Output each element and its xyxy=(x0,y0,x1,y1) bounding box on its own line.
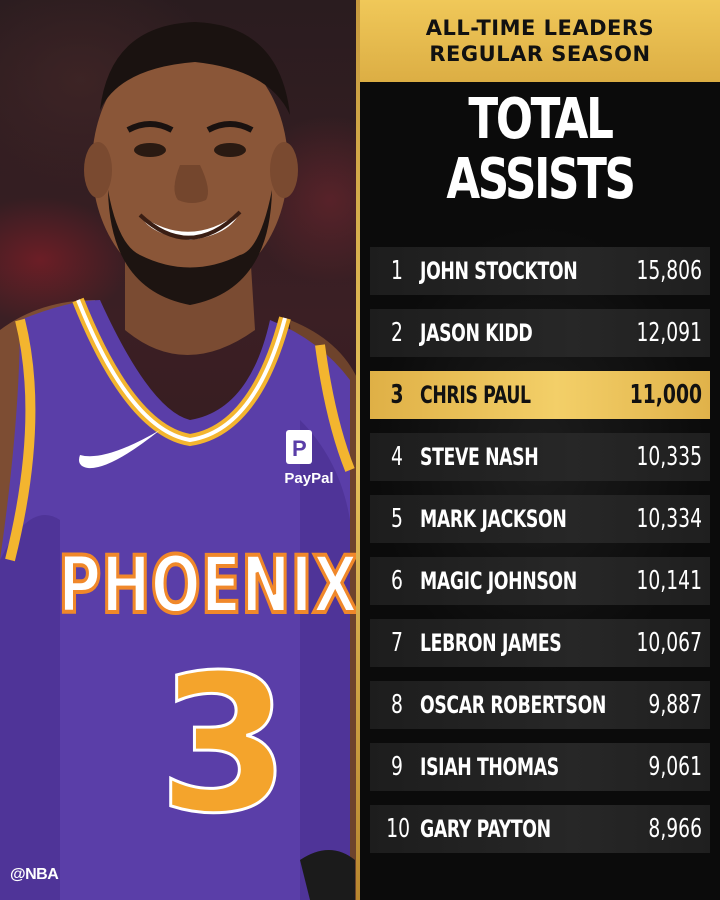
nba-watermark: @NBA xyxy=(10,866,59,883)
leader-rank: 7 xyxy=(391,628,403,658)
leader-row: 4 STEVE NASH 10,335 xyxy=(370,433,710,481)
leader-rank: 9 xyxy=(391,752,403,782)
header-line-2: REGULAR SEASON xyxy=(429,42,651,66)
leader-name: GARY PAYTON xyxy=(420,815,551,843)
leader-rank: 4 xyxy=(391,442,403,472)
leader-value: 9,887 xyxy=(648,690,702,720)
player-photo: P PHOENIX 3 PayPal @NBA xyxy=(0,0,358,900)
leader-value: 10,334 xyxy=(636,504,702,534)
leader-rank: 5 xyxy=(391,504,403,534)
leader-rank: 6 xyxy=(391,566,403,596)
leader-row: 2 JASON KIDD 12,091 xyxy=(370,309,710,357)
leader-row: 10 GARY PAYTON 8,966 xyxy=(370,805,710,853)
leader-rank: 1 xyxy=(391,256,403,286)
header-banner: ALL-TIME LEADERS REGULAR SEASON xyxy=(360,0,720,82)
stat-title: TOTAL ASSISTS xyxy=(400,90,681,210)
jersey-team-text: PHOENIX xyxy=(58,541,358,631)
leader-row: 5 MARK JACKSON 10,334 xyxy=(370,495,710,543)
leader-value: 9,061 xyxy=(648,752,702,782)
stat-title-line-1: TOTAL xyxy=(468,87,614,152)
leader-name: MAGIC JOHNSON xyxy=(420,567,577,595)
leader-value: 11,000 xyxy=(629,380,702,410)
leader-value: 10,067 xyxy=(636,628,702,658)
header-line-1: ALL-TIME LEADERS xyxy=(425,16,655,40)
jersey-number: 3 xyxy=(158,634,290,855)
leader-value: 15,806 xyxy=(636,256,702,286)
leader-name: JASON KIDD xyxy=(420,319,533,347)
leader-name: JOHN STOCKTON xyxy=(420,257,578,285)
leader-name: ISIAH THOMAS xyxy=(420,753,559,781)
leaderboard-panel: ALL-TIME LEADERS REGULAR SEASON TOTAL AS… xyxy=(360,0,720,900)
leader-row: 3 CHRIS PAUL 11,000 xyxy=(370,371,710,419)
leaders-list: 1 JOHN STOCKTON 15,806 2 JASON KIDD 12,0… xyxy=(370,247,710,867)
stat-title-line-2: ASSISTS xyxy=(446,147,636,212)
leader-rank: 2 xyxy=(391,318,403,348)
leader-row: 1 JOHN STOCKTON 15,806 xyxy=(370,247,710,295)
jersey-sponsor: PayPal xyxy=(284,470,334,487)
leader-name: OSCAR ROBERTSON xyxy=(420,691,606,719)
leader-name: MARK JACKSON xyxy=(420,505,567,533)
gold-divider xyxy=(356,0,360,900)
leader-name: LEBRON JAMES xyxy=(420,629,562,657)
leader-rank: 3 xyxy=(390,380,404,410)
player-illustration: P PHOENIX 3 xyxy=(0,22,358,900)
leader-name: CHRIS PAUL xyxy=(420,381,531,409)
leader-name: STEVE NASH xyxy=(420,443,539,471)
leader-value: 10,141 xyxy=(636,566,702,596)
leader-value: 8,966 xyxy=(648,814,702,844)
leader-row: 7 LEBRON JAMES 10,067 xyxy=(370,619,710,667)
leader-row: 9 ISIAH THOMAS 9,061 xyxy=(370,743,710,791)
svg-text:P: P xyxy=(292,436,307,461)
leader-value: 10,335 xyxy=(636,442,702,472)
leader-rank: 10 xyxy=(386,814,411,844)
leader-value: 12,091 xyxy=(636,318,702,348)
leader-rank: 8 xyxy=(391,690,403,720)
leader-row: 6 MAGIC JOHNSON 10,141 xyxy=(370,557,710,605)
leader-row: 8 OSCAR ROBERTSON 9,887 xyxy=(370,681,710,729)
